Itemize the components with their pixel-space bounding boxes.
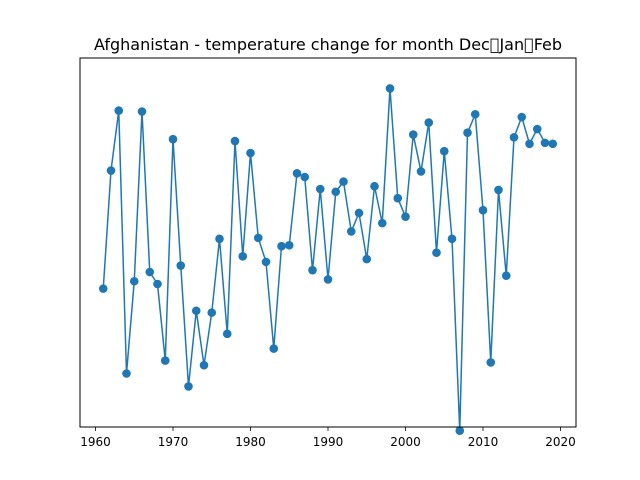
data-point bbox=[455, 426, 465, 435]
data-point bbox=[401, 212, 410, 221]
data-point bbox=[354, 208, 364, 218]
data-point bbox=[517, 112, 527, 122]
data-point bbox=[470, 109, 480, 119]
x-tick-label: 1980 bbox=[235, 435, 266, 449]
data-point bbox=[199, 360, 209, 370]
data-point bbox=[370, 181, 379, 191]
data-point bbox=[439, 146, 449, 156]
data-point bbox=[292, 169, 302, 178]
data-point bbox=[114, 106, 124, 115]
data-point bbox=[122, 369, 131, 378]
x-tick-label: 1970 bbox=[158, 435, 189, 449]
data-point bbox=[494, 185, 503, 195]
chart-title: Afghanistan - temperature change for mon… bbox=[94, 35, 562, 54]
data-point bbox=[532, 124, 542, 134]
data-point bbox=[215, 234, 224, 244]
data-point bbox=[98, 284, 108, 293]
data-point bbox=[184, 382, 193, 391]
data-point bbox=[331, 187, 341, 197]
data-point bbox=[129, 276, 139, 286]
x-tick-label: 1990 bbox=[313, 435, 344, 449]
x-tick-label: 2020 bbox=[545, 435, 576, 449]
data-point bbox=[548, 139, 558, 149]
data-point bbox=[393, 193, 403, 203]
data-point bbox=[509, 133, 519, 142]
data-point bbox=[300, 172, 310, 182]
data-point bbox=[339, 177, 348, 186]
x-tick-label: 2010 bbox=[468, 435, 499, 449]
data-point bbox=[207, 308, 217, 317]
data-point bbox=[540, 138, 550, 148]
data-point bbox=[284, 240, 294, 250]
data-point bbox=[385, 84, 395, 93]
data-point bbox=[346, 227, 356, 236]
data-point bbox=[145, 267, 155, 277]
data-point bbox=[478, 205, 488, 215]
data-point bbox=[168, 134, 178, 144]
data-point bbox=[153, 279, 162, 289]
data-point bbox=[408, 130, 418, 139]
data-point bbox=[277, 241, 286, 251]
data-point bbox=[176, 261, 186, 270]
data-point bbox=[447, 234, 457, 244]
data-point bbox=[501, 271, 511, 281]
plot-area bbox=[98, 84, 558, 435]
data-point bbox=[230, 136, 240, 146]
data-point bbox=[106, 166, 116, 175]
data-point bbox=[432, 248, 441, 257]
data-point bbox=[246, 148, 255, 158]
data-point bbox=[486, 358, 496, 367]
data-point bbox=[238, 252, 248, 261]
data-point bbox=[424, 118, 434, 127]
data-point bbox=[362, 254, 372, 264]
data-point bbox=[377, 218, 387, 228]
data-point bbox=[416, 167, 426, 176]
x-tick-label: 1960 bbox=[80, 435, 111, 449]
x-axis: 1960 1970 1980 1990 2000 2010 2020 bbox=[80, 427, 576, 449]
data-point bbox=[308, 265, 317, 275]
data-point bbox=[525, 139, 534, 149]
data-point bbox=[269, 344, 279, 353]
data-point bbox=[261, 257, 271, 267]
data-point bbox=[137, 107, 147, 116]
data-point bbox=[315, 184, 325, 194]
data-point bbox=[191, 306, 201, 316]
data-point bbox=[253, 233, 263, 243]
data-point bbox=[160, 356, 170, 365]
data-point bbox=[222, 329, 232, 339]
data-point bbox=[463, 128, 472, 138]
data-point bbox=[323, 275, 333, 284]
x-tick-label: 2000 bbox=[390, 435, 421, 449]
